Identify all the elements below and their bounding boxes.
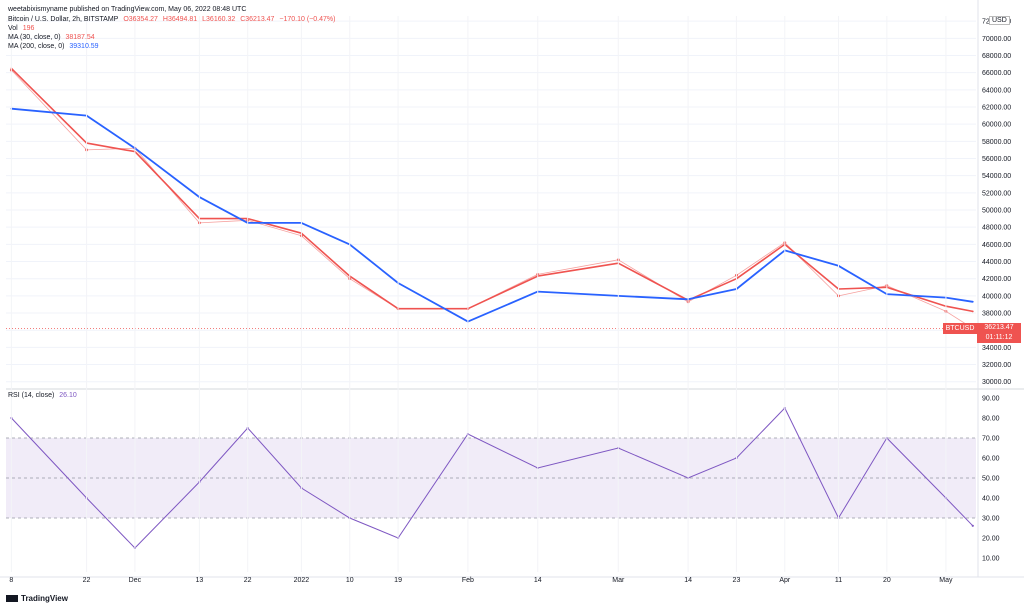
ma200-line	[11, 107, 973, 323]
tradingview-logo[interactable]: TradingView	[6, 594, 68, 603]
rsi-legend-row[interactable]: RSI (14, close) 26.10	[8, 392, 80, 400]
currency-label[interactable]: USD	[989, 16, 1010, 25]
price-tick-label: 42000.00	[982, 276, 1011, 283]
time-tick-label: 8	[9, 577, 13, 584]
close-price-line	[11, 69, 974, 329]
symbol-title: Bitcoin / U.S. Dollar, 2h, BITSTAMP	[8, 16, 119, 23]
time-tick-label: May	[939, 577, 953, 584]
change-value: −170.10 (−0.47%)	[279, 16, 336, 23]
ma200-label: MA (200, close, 0)	[8, 43, 65, 50]
price-tick-label: 66000.00	[982, 70, 1011, 77]
time-tick-label: Dec	[129, 577, 142, 584]
price-tick-label: 60000.00	[982, 122, 1011, 129]
price-tick-label: 68000.00	[982, 53, 1011, 60]
price-panel: 30000.0032000.0034000.0036000.0038000.00…	[6, 0, 1024, 577]
ma30-line-point	[971, 310, 974, 313]
rsi-tick-label: 90.00	[982, 396, 1000, 403]
price-tick-label: 38000.00	[982, 311, 1011, 318]
time-tick-label: 19	[394, 577, 402, 584]
time-tick-label: 20	[883, 577, 891, 584]
tradingview-logo-icon	[6, 595, 18, 602]
close-value: C36213.47	[240, 16, 275, 23]
time-tick-label: 14	[684, 577, 692, 584]
last-price-value: 36213.47	[984, 324, 1014, 331]
price-tick-label: 40000.00	[982, 293, 1011, 300]
price-tick-label: 52000.00	[982, 190, 1011, 197]
rsi-tick-label: 40.00	[982, 496, 1000, 503]
tradingview-logo-text: TradingView	[21, 594, 68, 603]
volume-label: Vol	[8, 25, 18, 32]
time-tick-label: 23	[733, 577, 741, 584]
rsi-tick-label: 60.00	[982, 456, 1000, 463]
price-tick-label: 46000.00	[982, 242, 1011, 249]
price-tick-label: 32000.00	[982, 362, 1011, 369]
price-tick-label: 56000.00	[982, 156, 1011, 163]
published-by-text: weetabixismyname published on TradingVie…	[8, 6, 247, 13]
rsi-tick-label: 80.00	[982, 416, 1000, 423]
rsi-tick-label: 50.00	[982, 476, 1000, 483]
time-tick-label: 11	[835, 577, 842, 584]
low-value: L36160.32	[202, 16, 236, 23]
ticker-tag: BTCUSD	[943, 323, 977, 334]
time-tick-label: Feb	[462, 577, 474, 584]
open-value: O36354.27	[123, 16, 158, 23]
ma200-value: 39310.59	[69, 43, 99, 50]
price-tick-label: 62000.00	[982, 104, 1011, 111]
rsi-value: 26.10	[59, 392, 77, 399]
ma30-line	[10, 67, 973, 313]
ma30-legend-row[interactable]: MA (30, close, 0) 38187.54	[8, 34, 98, 42]
price-tick-label: 64000.00	[982, 87, 1011, 94]
time-tick-label: 13	[195, 577, 203, 584]
rsi-panel: 10.00 20.00 30.00 40.00 50.00 60.00 70.00 80.00…	[6, 396, 1000, 563]
price-tick-label: 34000.00	[982, 345, 1011, 352]
time-tick-label: 2022	[294, 577, 310, 584]
rsi-tick-label: 30.00	[982, 516, 1000, 523]
price-tick-label: 50000.00	[982, 208, 1011, 215]
price-tick-label: 54000.00	[982, 173, 1011, 180]
ma30-value: 38187.54	[65, 34, 95, 41]
ma200-legend-row[interactable]: MA (200, close, 0) 39310.59	[8, 43, 102, 51]
rsi-line	[11, 407, 974, 549]
last-price-tag: 36213.47 01:11:12	[977, 323, 1021, 343]
rsi-label: RSI (14, close)	[8, 392, 55, 399]
ma200-line-point	[971, 300, 974, 303]
price-legend-row: Bitcoin / U.S. Dollar, 2h, BITSTAMP O363…	[8, 16, 338, 24]
high-value: H36494.81	[162, 16, 198, 23]
price-tick-label: 48000.00	[982, 225, 1011, 232]
time-tick-label: 14	[534, 577, 542, 584]
price-tick-label: 58000.00	[982, 139, 1011, 146]
price-tick-label: 30000.00	[982, 379, 1011, 386]
volume-value: 196	[22, 25, 35, 32]
time-tick-label: Mar	[612, 577, 625, 584]
time-tick-label: 22	[244, 577, 252, 584]
time-tick-label: Apr	[779, 577, 791, 584]
rsi-tick-label: 70.00	[982, 436, 1000, 443]
time-tick-label: 10	[346, 577, 354, 584]
ma30-label: MA (30, close, 0)	[8, 34, 61, 41]
volume-legend-row[interactable]: Vol 196	[8, 25, 37, 33]
rsi-tick-label: 10.00	[982, 556, 1000, 563]
rsi-point	[971, 524, 974, 527]
price-tick-label: 70000.00	[982, 36, 1011, 43]
time-axis: 8 22 Dec 13 22 2022 10 19 Feb 14 Mar 14 23 Apr 11 20 May	[0, 16, 1024, 584]
rsi-tick-label: 20.00	[982, 536, 1000, 543]
time-tick-label: 22	[83, 577, 91, 584]
price-tick-label: 44000.00	[982, 259, 1011, 266]
rsi-band	[6, 438, 976, 518]
bar-countdown: 01:11:12	[985, 334, 1013, 341]
